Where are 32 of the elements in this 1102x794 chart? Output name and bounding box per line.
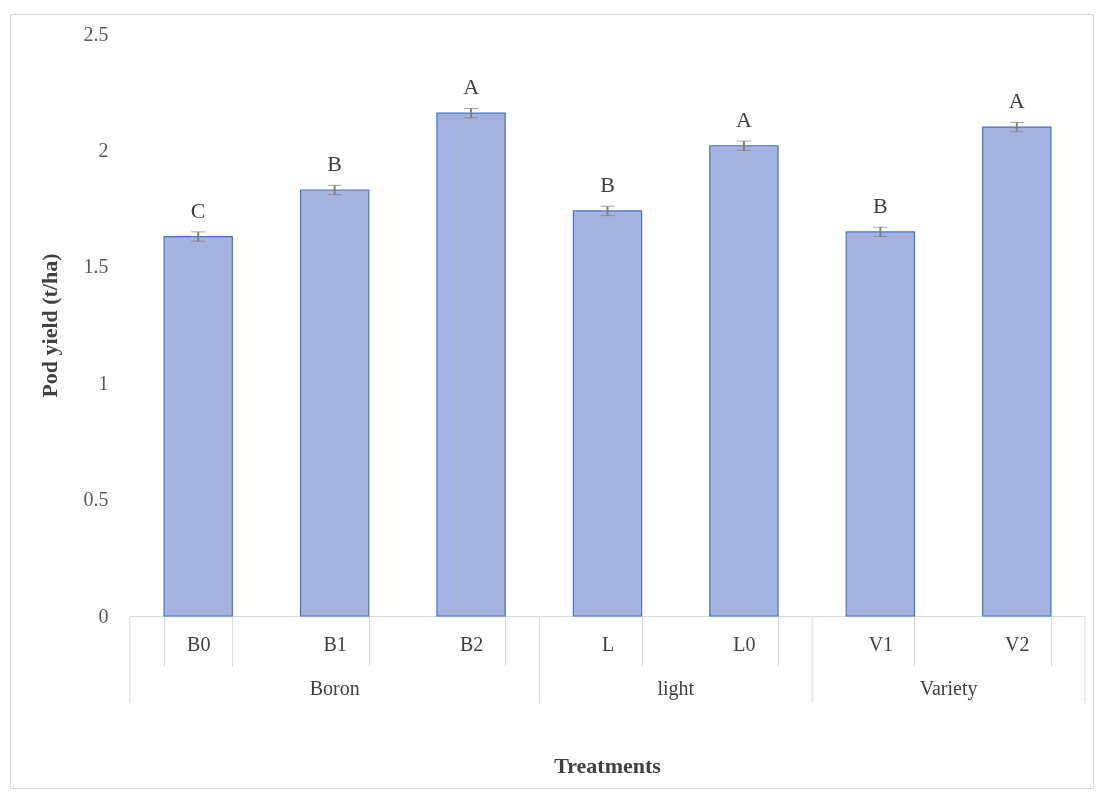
annotation: A (735, 106, 752, 132)
text: Boron (309, 677, 360, 699)
bar (709, 145, 779, 617)
annotation: A (1008, 88, 1025, 114)
x-tick-label: B2 (459, 632, 484, 655)
y-tick-label: 0 (98, 604, 109, 627)
x-tick-label: B0 (187, 632, 211, 655)
x-tick-label: L (601, 632, 615, 655)
y-tick-label: 2.5 (83, 22, 109, 45)
bar (572, 210, 643, 617)
bar (163, 235, 233, 617)
annotation: B (873, 192, 888, 218)
annotation: C (190, 197, 206, 223)
annotation: A (463, 74, 480, 100)
bar (845, 231, 916, 617)
bar (436, 112, 506, 617)
y-tick-label: 1.5 (83, 255, 109, 278)
x-tick-label: V1 (868, 632, 894, 655)
text: light (657, 677, 695, 700)
x-tick-label: V2 (1005, 632, 1030, 655)
bar (299, 189, 370, 617)
x-tick-label: B1 (323, 632, 347, 655)
y-tick-label: 1 (98, 371, 109, 394)
bar (982, 126, 1052, 617)
annotation: B (600, 171, 615, 197)
text: Variety (919, 677, 978, 700)
x-axis-title: Treatments (554, 753, 662, 778)
y-axis-title: Pod yield (t/ha) (36, 253, 62, 398)
y-tick-label: 2 (98, 138, 109, 161)
annotation: B (327, 150, 342, 176)
y-tick-label: 0.5 (83, 488, 109, 511)
x-tick-label: L0 (733, 632, 756, 655)
